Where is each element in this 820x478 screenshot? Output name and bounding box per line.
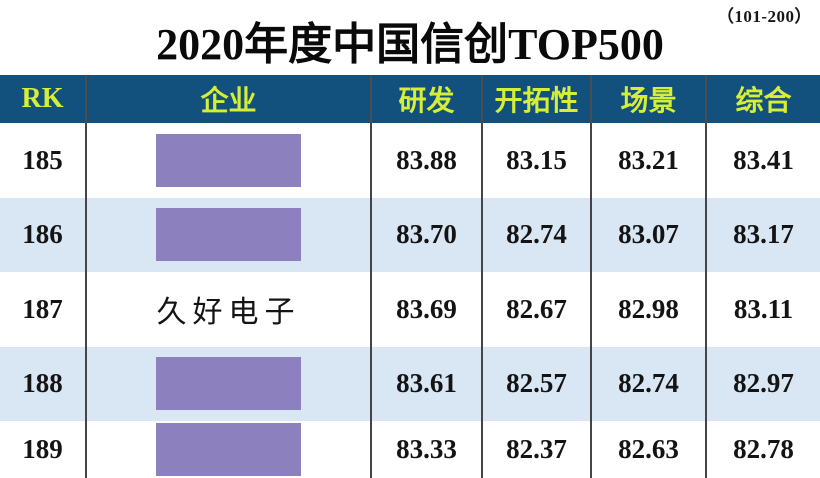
table-row-185: 185 83.88 83.15 83.21 83.41 <box>0 123 820 198</box>
overall-score-cell: 83.11 <box>733 293 794 324</box>
company-redaction-box <box>156 133 301 187</box>
scenario-score-cell: 83.07 <box>592 197 707 272</box>
ranking-table: RK 企业 研发 开拓性 场景 综合 185 83.88 83.15 83.21… <box>0 75 820 478</box>
rd-score-cell: 83.70 <box>372 197 483 272</box>
table-row-186: 186 83.70 82.74 83.07 83.17 <box>0 197 820 272</box>
column-header-overall: 综合 <box>735 86 792 117</box>
page-range-label: （101-200） <box>716 7 812 26</box>
scenario-score-cell: 83.21 <box>592 123 707 198</box>
overall-score-cell: 83.17 <box>733 219 794 250</box>
company-cell <box>87 123 372 198</box>
scenario-score-cell: 82.63 <box>592 421 707 478</box>
rank-cell: 187 <box>0 272 87 347</box>
pioneering-score-cell: 82.74 <box>483 197 592 272</box>
company-redaction-box <box>156 357 301 411</box>
column-header-rd: 研发 <box>372 75 483 123</box>
scenario-score-cell: 82.98 <box>592 272 707 347</box>
company-cell <box>87 421 372 478</box>
table-row-188: 188 83.61 82.57 82.74 82.97 <box>0 346 820 421</box>
rd-score-cell: 83.61 <box>372 346 483 421</box>
pioneering-score-cell: 82.57 <box>483 346 592 421</box>
rd-score-cell: 83.33 <box>372 421 483 478</box>
column-header-rk: RK <box>0 75 87 123</box>
rd-score-cell: 83.69 <box>372 272 483 347</box>
company-cell <box>87 346 372 421</box>
column-header-company: 企业 <box>87 75 372 123</box>
pioneering-score-cell: 82.37 <box>483 421 592 478</box>
column-header-scenario: 场景 <box>592 75 707 123</box>
rank-cell: 189 <box>0 421 87 478</box>
company-cell: 久好电子 <box>87 272 372 347</box>
overall-score-cell: 82.97 <box>733 368 794 399</box>
scenario-score-cell: 82.74 <box>592 346 707 421</box>
column-header-pioneering: 开拓性 <box>483 75 592 123</box>
overall-score-cell: 82.78 <box>733 434 794 464</box>
rank-cell: 188 <box>0 346 87 421</box>
table-header-row: RK 企业 研发 开拓性 场景 综合 <box>0 75 820 123</box>
company-redaction-box <box>156 208 301 262</box>
company-cell <box>87 197 372 272</box>
rd-score-cell: 83.88 <box>372 123 483 198</box>
rank-cell: 186 <box>0 197 87 272</box>
pioneering-score-cell: 82.67 <box>483 272 592 347</box>
pioneering-score-cell: 83.15 <box>483 123 592 198</box>
company-redaction-box <box>156 423 301 476</box>
rank-cell: 185 <box>0 123 87 198</box>
overall-score-cell: 83.41 <box>733 144 794 175</box>
table-row-187: 187 久好电子 83.69 82.67 82.98 83.11 <box>0 272 820 347</box>
table-row-189: 189 83.33 82.37 82.63 82.78 <box>0 421 820 478</box>
page-title: 2020年度中国信创TOP500 <box>156 20 664 69</box>
